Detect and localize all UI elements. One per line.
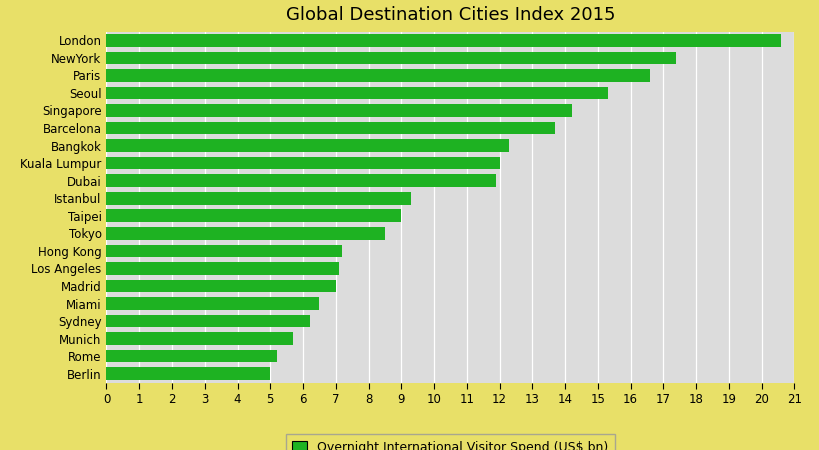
Title: Global Destination Cities Index 2015: Global Destination Cities Index 2015 xyxy=(286,6,615,24)
Bar xyxy=(106,69,650,82)
Bar xyxy=(106,244,342,257)
Bar xyxy=(106,174,496,187)
Bar xyxy=(106,227,385,240)
Bar xyxy=(106,367,270,380)
Bar xyxy=(106,51,676,64)
Bar xyxy=(106,34,781,47)
Bar xyxy=(106,350,277,363)
Bar xyxy=(106,86,608,99)
Legend: Overnight International Visitor Spend (US$ bn): Overnight International Visitor Spend (U… xyxy=(286,434,615,450)
Bar xyxy=(106,297,319,310)
Bar xyxy=(106,192,411,205)
Bar xyxy=(106,332,293,345)
Bar xyxy=(106,122,555,135)
Bar xyxy=(106,315,310,328)
Bar xyxy=(106,209,401,222)
Bar xyxy=(106,279,336,292)
Bar xyxy=(106,157,500,170)
Bar xyxy=(106,262,339,275)
Bar xyxy=(106,104,572,117)
Bar xyxy=(106,139,509,152)
